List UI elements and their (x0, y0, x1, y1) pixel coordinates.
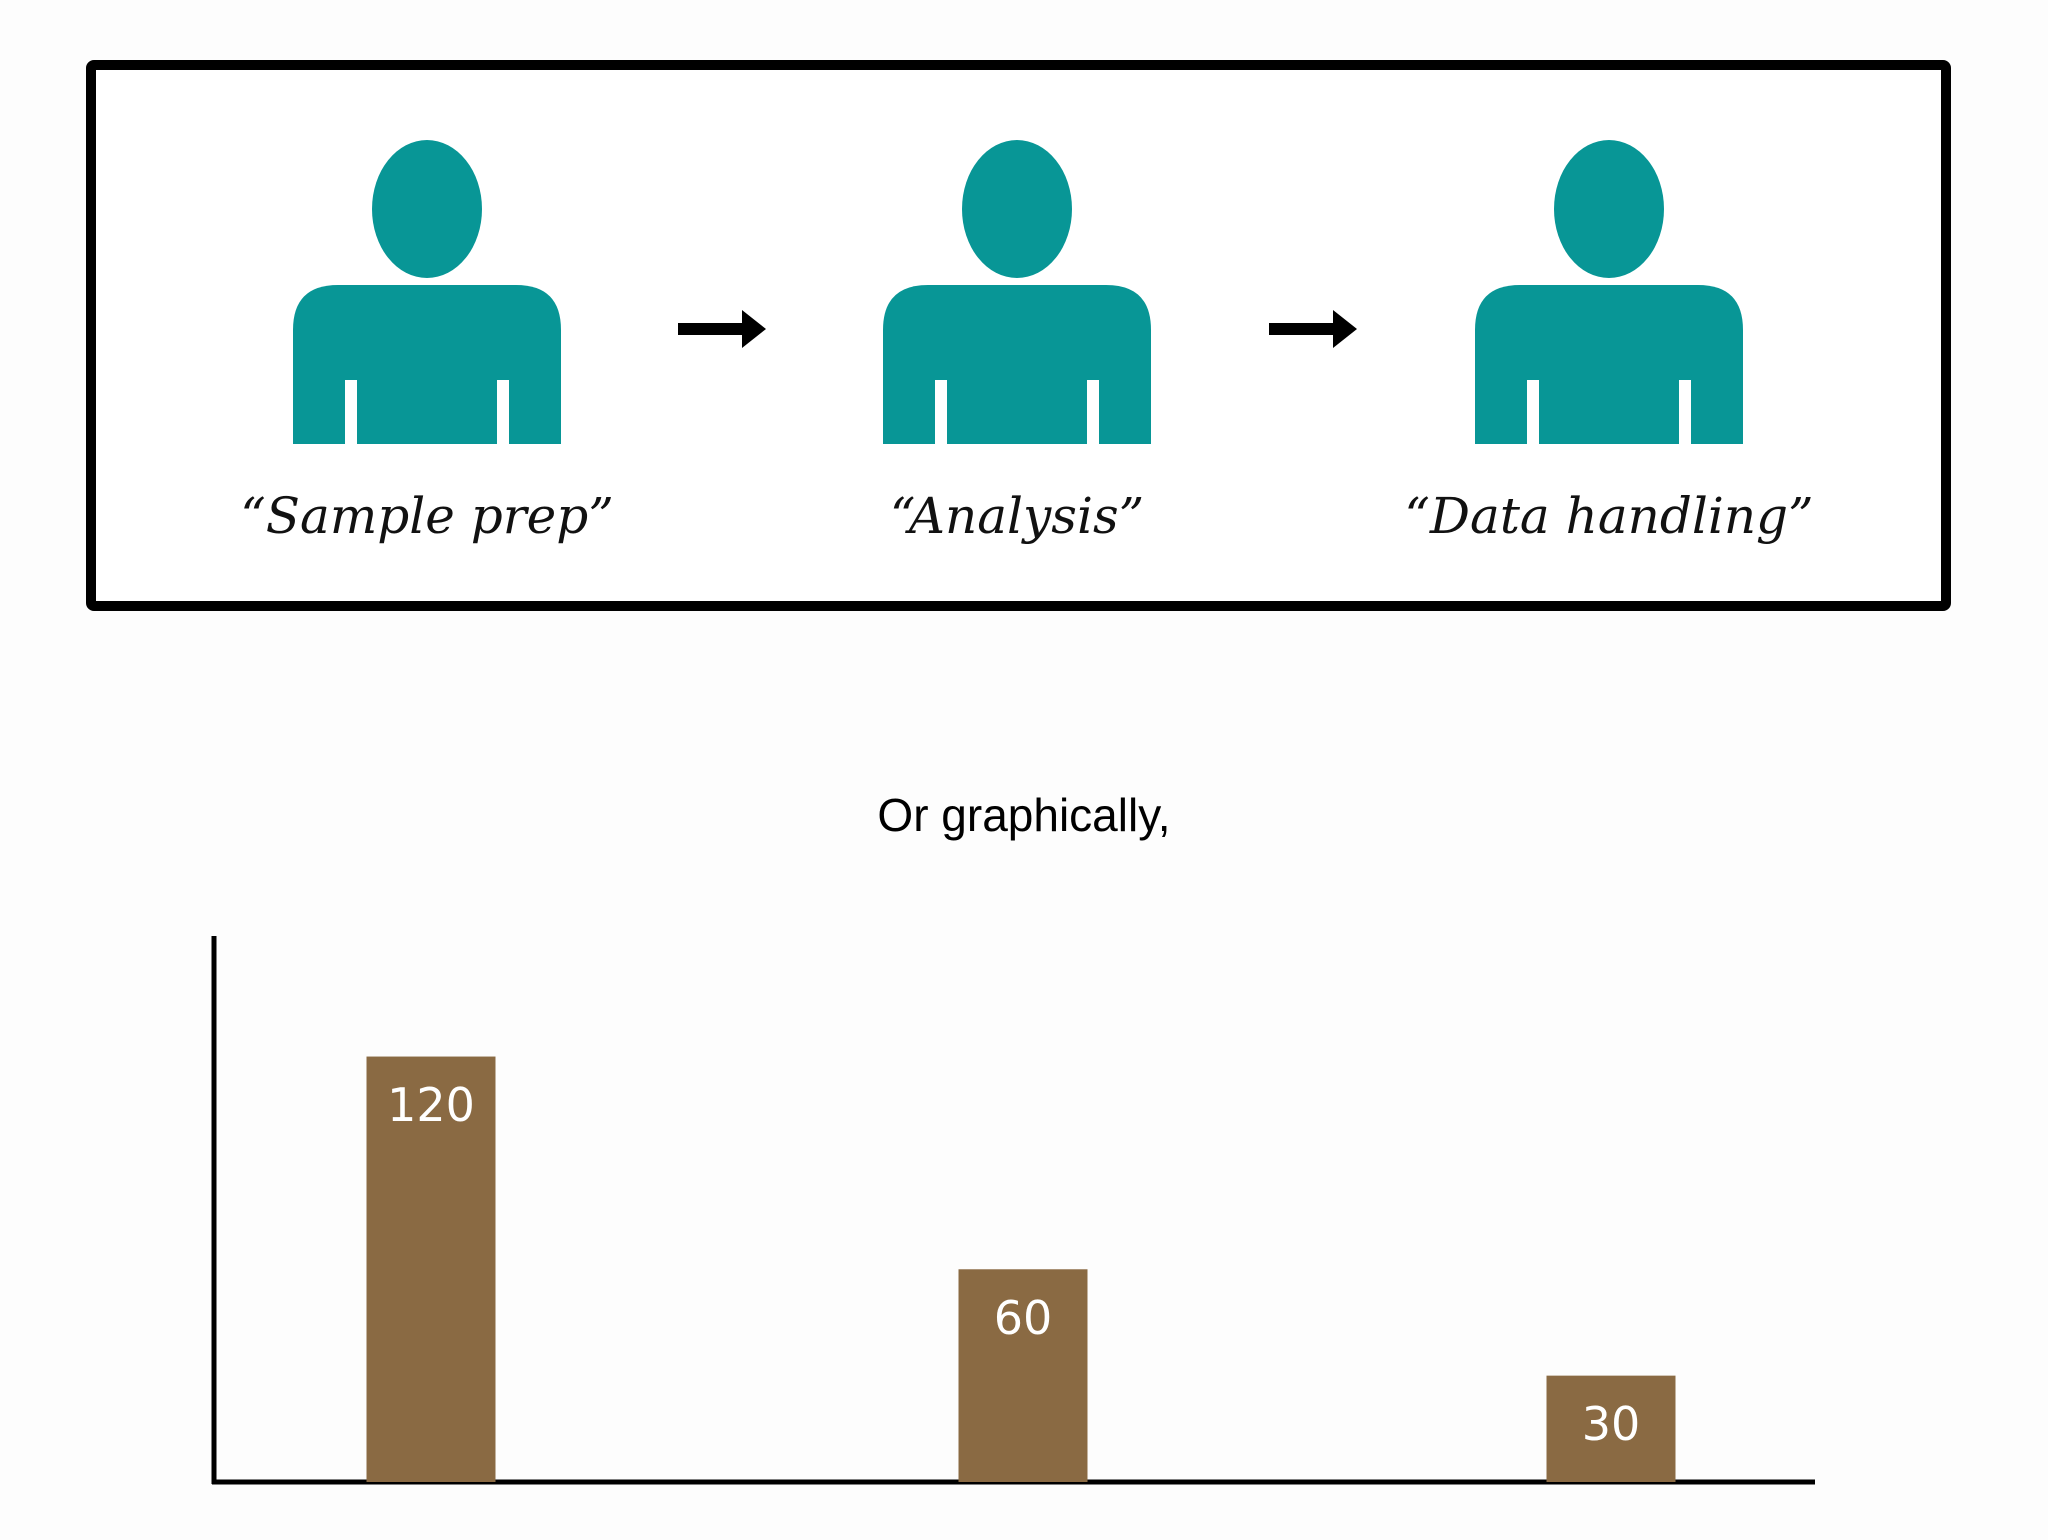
step-label: “Sample prep” (240, 487, 614, 545)
person-arm-gap (1527, 380, 1539, 444)
data-label: 60 (994, 1291, 1053, 1345)
arrow (678, 310, 766, 348)
person-head (372, 140, 482, 278)
arrow (1269, 310, 1357, 348)
bar (958, 1269, 1088, 1482)
person-arm-gap (1679, 380, 1691, 444)
chart-title: Or graphically, (877, 789, 1170, 841)
step-label: “Analysis” (890, 487, 1144, 545)
person-arm-gap (1087, 380, 1099, 444)
data-label: 30 (1582, 1397, 1641, 1451)
step-label: “Data handling” (1404, 487, 1813, 545)
bar (1546, 1375, 1676, 1482)
bar (366, 1056, 496, 1482)
person-body (883, 285, 1151, 444)
workflow: “Sample prep” “Analysis” “Data handling” (240, 140, 1814, 545)
person-head (962, 140, 1072, 278)
person-body (293, 285, 561, 444)
person-head (1554, 140, 1664, 278)
person-arm-gap (345, 380, 357, 444)
data-label: 120 (387, 1078, 475, 1132)
person-arm-gap (935, 380, 947, 444)
person-arm-gap (497, 380, 509, 444)
person-body (1475, 285, 1743, 444)
